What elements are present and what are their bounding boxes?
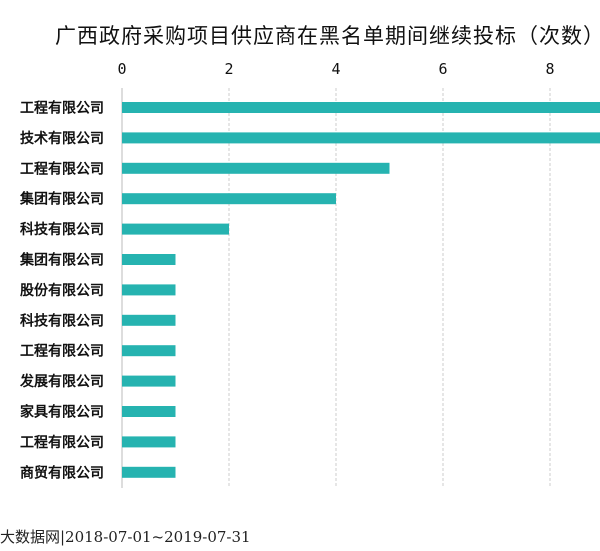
category-label: 商贸有限公司	[20, 464, 104, 481]
category-label: 科技有限公司	[20, 221, 104, 238]
bar	[122, 193, 336, 205]
bar	[122, 406, 176, 417]
category-label: 集团有限公司	[19, 191, 104, 208]
chart-title: 广西政府采购项目供应商在黑名单期间继续投标（次数）	[55, 24, 600, 48]
bar	[122, 132, 600, 144]
category-label: 工程有限公司	[20, 434, 104, 451]
category-label: 工程有限公司	[20, 100, 104, 117]
bar	[122, 314, 176, 326]
category-label: 股份有限公司	[20, 282, 104, 299]
bar	[122, 223, 229, 235]
category-label: 发展有限公司	[19, 373, 104, 390]
category-label: 工程有限公司	[20, 343, 104, 360]
bar	[122, 375, 176, 387]
source-footer: 大数据网|2018-07-01~2019-07-31	[0, 528, 251, 546]
bar	[122, 162, 390, 174]
category-label: 集团有限公司	[19, 252, 104, 269]
bar	[122, 284, 176, 296]
x-tick-label: 4	[331, 60, 340, 78]
category-label: 技术有限公司	[20, 130, 104, 147]
x-tick-label: 2	[224, 60, 233, 78]
bar	[122, 102, 600, 113]
x-tick-label: 6	[438, 60, 447, 78]
x-tick-label: 8	[545, 60, 554, 78]
bar	[122, 436, 176, 448]
bar	[122, 466, 176, 478]
bar	[122, 345, 176, 357]
category-label: 工程有限公司	[20, 160, 104, 177]
category-label: 家具有限公司	[20, 404, 104, 421]
x-tick-label: 0	[117, 60, 126, 78]
bar	[122, 254, 176, 265]
category-label: 科技有限公司	[20, 312, 104, 329]
